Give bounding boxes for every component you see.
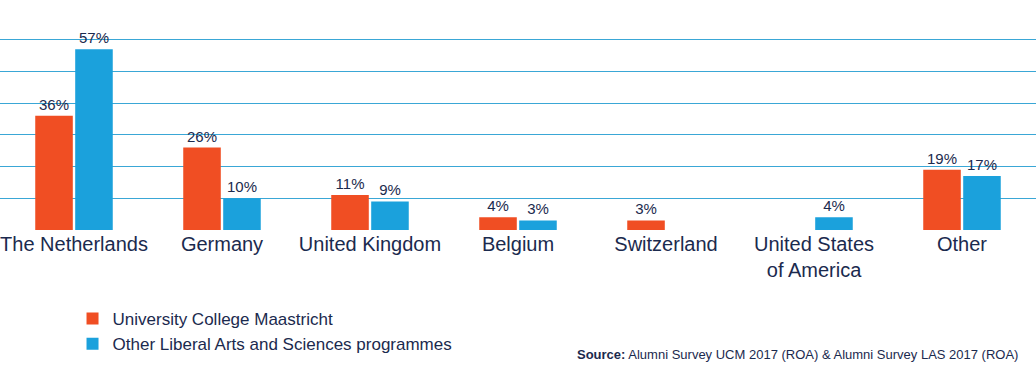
- svg-text:Germany: Germany: [181, 233, 263, 255]
- svg-text:10%: 10%: [227, 178, 257, 195]
- svg-text:11%: 11%: [336, 175, 365, 192]
- svg-text:19%: 19%: [927, 150, 957, 167]
- svg-text:Belgium: Belgium: [482, 233, 554, 255]
- svg-text:3%: 3%: [527, 200, 549, 217]
- svg-text:United Kingdom: United Kingdom: [299, 233, 441, 255]
- svg-text:36%: 36%: [39, 96, 69, 113]
- svg-text:4%: 4%: [823, 197, 845, 214]
- svg-text:University College Maastricht: University College Maastricht: [113, 310, 333, 329]
- svg-text:17%: 17%: [967, 156, 997, 173]
- svg-text:Switzerland: Switzerland: [614, 233, 717, 255]
- svg-text:26%: 26%: [187, 128, 217, 145]
- svg-text:United Statesof America: United Statesof America: [754, 233, 874, 281]
- svg-text:3%: 3%: [635, 200, 657, 217]
- svg-text:The Netherlands: The Netherlands: [0, 233, 148, 255]
- svg-text:57%: 57%: [79, 29, 109, 46]
- svg-text:Other Liberal Arts and Science: Other Liberal Arts and Sciences programm…: [113, 335, 452, 354]
- svg-text:Source: Alumni Survey UCM 2017: Source: Alumni Survey UCM 2017 (ROA) & A…: [577, 347, 1018, 362]
- svg-text:9%: 9%: [379, 181, 401, 198]
- svg-text:Other: Other: [937, 233, 987, 255]
- svg-text:4%: 4%: [487, 197, 509, 214]
